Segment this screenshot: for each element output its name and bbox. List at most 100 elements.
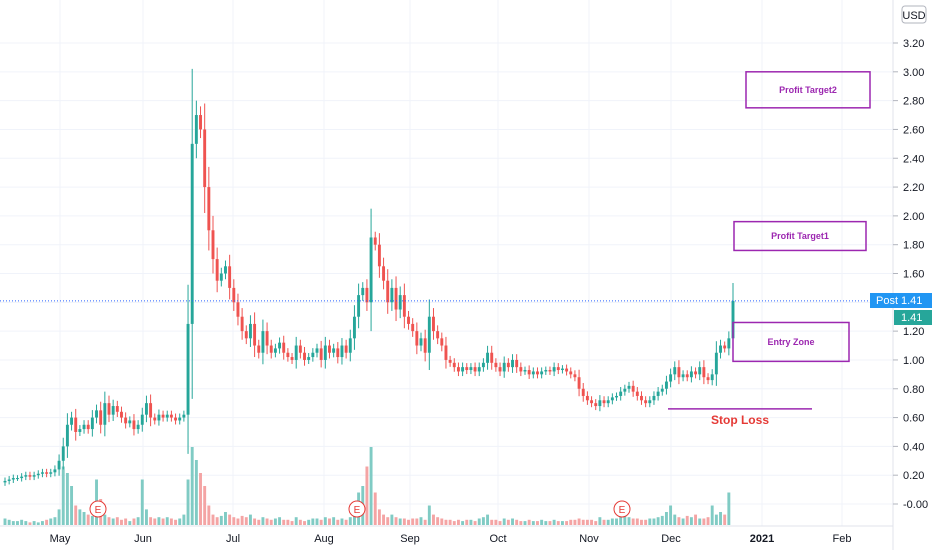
volume-bar [344, 519, 348, 525]
volume-bar [377, 509, 381, 525]
candle-body [402, 295, 406, 317]
volume-bar [452, 521, 456, 525]
volume-bar [61, 466, 65, 525]
candle-body [664, 381, 668, 389]
volume-bar [24, 521, 28, 525]
candle-body [635, 391, 639, 396]
candle-body [619, 391, 623, 396]
earnings-marker[interactable] [348, 500, 366, 518]
volume-bar [265, 518, 269, 525]
volume-bar [619, 514, 623, 525]
candle-body [540, 371, 544, 375]
volume-bar [415, 518, 419, 525]
candle-body [702, 367, 706, 378]
entry-zone-box[interactable] [732, 321, 850, 363]
volume-bar [602, 519, 606, 525]
x-tick-label: Aug [314, 533, 334, 545]
volume-bar [714, 514, 718, 525]
volume-bar [90, 515, 94, 525]
candle-body [124, 417, 128, 424]
candle-body [236, 302, 240, 317]
volume-bar [74, 505, 78, 525]
time-axis[interactable]: May Jun Jul Aug Sep Oct Nov Dec 2021 Feb [50, 533, 852, 545]
candle-body [53, 469, 57, 473]
candle-body [640, 395, 643, 401]
volume-bar [681, 518, 685, 525]
profit-target2-box[interactable] [745, 71, 871, 109]
candle-body [165, 414, 169, 418]
volume-bar [419, 517, 423, 525]
volume-bar [240, 515, 244, 525]
volume-bar [648, 518, 652, 525]
volume-bar [224, 512, 227, 525]
volume-bar [656, 517, 660, 525]
post-price-badge[interactable] [870, 293, 932, 308]
candle-body [11, 478, 15, 480]
volume-bar [627, 517, 631, 525]
volume-bar [635, 518, 639, 525]
candle-body [278, 342, 282, 349]
candle-body [498, 367, 502, 372]
y-tick-label: 2.20 [903, 182, 924, 194]
volume-bar [219, 515, 223, 525]
candle-body [698, 367, 702, 375]
candle-body [477, 367, 481, 372]
volume-bar [348, 517, 352, 525]
candle-body [373, 237, 377, 245]
candle-body [307, 357, 311, 360]
candle-body [224, 266, 227, 274]
currency-badge[interactable] [901, 5, 927, 24]
candle-body [706, 377, 710, 381]
candle-body [357, 295, 361, 317]
volume-bars [3, 447, 731, 525]
volume-bar [323, 517, 327, 525]
candle-body [631, 385, 635, 392]
candle-body [694, 371, 698, 375]
volume-bar [698, 518, 702, 525]
volume-bar [427, 505, 431, 525]
volume-bar [7, 519, 11, 525]
volume-bar [569, 519, 573, 525]
volume-bar [502, 518, 506, 525]
x-tick-label: Oct [489, 533, 506, 545]
volume-bar [236, 518, 240, 525]
earnings-marker[interactable] [613, 500, 631, 518]
candle-body [681, 374, 685, 378]
candle-body [215, 259, 219, 281]
volume-bar [544, 521, 548, 525]
candle-body [606, 400, 610, 404]
price-axis[interactable]: 3.203.002.802.602.402.202.001.801.601.40… [893, 38, 928, 511]
volume-bar [319, 519, 323, 525]
volume-bar [269, 519, 273, 525]
profit-target1-box[interactable] [733, 220, 867, 252]
earnings-marker[interactable] [89, 500, 107, 518]
y-tick-label: 0.80 [903, 384, 924, 396]
volume-bar [719, 512, 722, 525]
volume-bar [253, 518, 257, 525]
candle-body [407, 316, 410, 324]
currency-label: USD [902, 10, 925, 22]
candle-body [16, 478, 19, 480]
candle-body [303, 352, 306, 360]
candle-body [144, 403, 148, 415]
candle-body [24, 475, 28, 477]
candle-body [627, 385, 631, 389]
candle-body [49, 472, 53, 474]
volume-bar [45, 519, 49, 525]
candle-body [190, 143, 194, 324]
volume-bar [540, 519, 544, 525]
candle-body [95, 410, 98, 418]
candle-body [207, 187, 211, 231]
volume-bar [548, 521, 552, 525]
candle-body [519, 367, 523, 372]
candle-body [273, 348, 277, 353]
entry-zone-label: Entry Zone [767, 337, 814, 347]
last-price-badge[interactable] [894, 310, 932, 325]
candle-body [7, 479, 11, 481]
candle-body [28, 475, 32, 477]
candle-body [552, 367, 556, 372]
volume-bar [174, 519, 178, 525]
volume-bar [669, 505, 673, 525]
